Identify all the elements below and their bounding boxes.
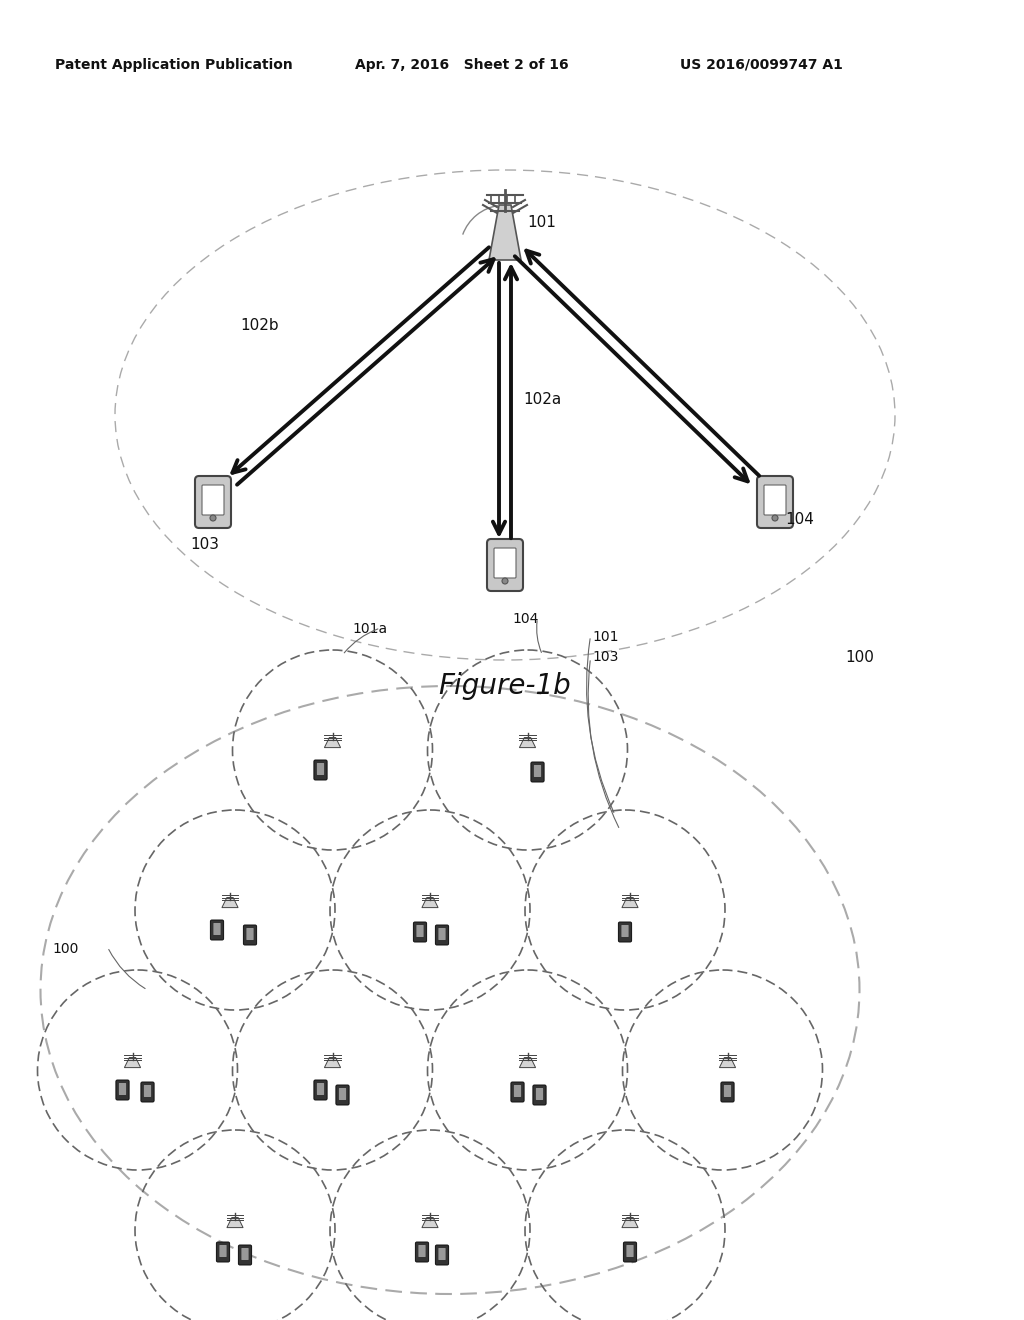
Polygon shape	[489, 205, 521, 260]
Circle shape	[772, 515, 778, 521]
FancyBboxPatch shape	[764, 484, 786, 515]
FancyBboxPatch shape	[417, 925, 424, 937]
FancyBboxPatch shape	[314, 1080, 327, 1100]
FancyBboxPatch shape	[316, 1082, 325, 1096]
FancyBboxPatch shape	[627, 1245, 634, 1257]
FancyBboxPatch shape	[336, 1085, 349, 1105]
Text: 104: 104	[785, 512, 814, 527]
FancyBboxPatch shape	[724, 1085, 731, 1097]
FancyBboxPatch shape	[416, 1242, 429, 1262]
Polygon shape	[124, 1057, 140, 1068]
Text: 101a: 101a	[352, 622, 388, 636]
Text: Apr. 7, 2016   Sheet 2 of 16: Apr. 7, 2016 Sheet 2 of 16	[355, 58, 568, 73]
FancyBboxPatch shape	[339, 1088, 346, 1100]
FancyBboxPatch shape	[435, 925, 449, 945]
Polygon shape	[325, 1057, 341, 1068]
FancyBboxPatch shape	[316, 763, 325, 775]
Text: 104: 104	[512, 612, 539, 626]
Polygon shape	[422, 898, 438, 908]
FancyBboxPatch shape	[534, 766, 541, 777]
Text: 102a: 102a	[523, 392, 561, 407]
Text: 102b: 102b	[240, 318, 279, 333]
FancyBboxPatch shape	[144, 1085, 152, 1097]
FancyBboxPatch shape	[195, 477, 231, 528]
FancyBboxPatch shape	[536, 1088, 543, 1100]
Polygon shape	[519, 1057, 536, 1068]
Polygon shape	[227, 1217, 243, 1228]
FancyBboxPatch shape	[487, 539, 523, 591]
Text: Patent Application Publication: Patent Application Publication	[55, 58, 293, 73]
FancyBboxPatch shape	[532, 1085, 546, 1105]
FancyBboxPatch shape	[530, 762, 544, 781]
FancyBboxPatch shape	[116, 1080, 129, 1100]
Polygon shape	[519, 738, 536, 747]
FancyBboxPatch shape	[210, 920, 223, 940]
Polygon shape	[622, 1217, 638, 1228]
Text: 103: 103	[593, 649, 618, 664]
FancyBboxPatch shape	[511, 1082, 524, 1102]
FancyBboxPatch shape	[721, 1082, 734, 1102]
FancyBboxPatch shape	[219, 1245, 226, 1257]
FancyBboxPatch shape	[239, 1245, 252, 1265]
Text: 100: 100	[845, 649, 873, 665]
Polygon shape	[222, 898, 239, 908]
FancyBboxPatch shape	[314, 760, 327, 780]
FancyBboxPatch shape	[247, 928, 254, 940]
FancyBboxPatch shape	[414, 921, 427, 942]
FancyBboxPatch shape	[141, 1082, 154, 1102]
Polygon shape	[720, 1057, 735, 1068]
Polygon shape	[325, 738, 341, 747]
FancyBboxPatch shape	[242, 1247, 249, 1261]
Polygon shape	[422, 1217, 438, 1228]
Circle shape	[210, 515, 216, 521]
Text: 103: 103	[190, 537, 219, 552]
FancyBboxPatch shape	[624, 1242, 637, 1262]
Text: 100: 100	[52, 942, 79, 956]
FancyBboxPatch shape	[494, 548, 516, 578]
Text: US 2016/0099747 A1: US 2016/0099747 A1	[680, 58, 843, 73]
FancyBboxPatch shape	[213, 923, 220, 935]
FancyBboxPatch shape	[514, 1085, 521, 1097]
FancyBboxPatch shape	[216, 1242, 229, 1262]
FancyBboxPatch shape	[119, 1082, 126, 1096]
FancyBboxPatch shape	[202, 484, 224, 515]
FancyBboxPatch shape	[244, 925, 257, 945]
Polygon shape	[622, 898, 638, 908]
Text: Figure-1b: Figure-1b	[438, 672, 571, 700]
FancyBboxPatch shape	[438, 928, 445, 940]
FancyBboxPatch shape	[419, 1245, 426, 1257]
Text: 101: 101	[527, 215, 556, 230]
FancyBboxPatch shape	[618, 921, 632, 942]
Circle shape	[502, 578, 508, 583]
FancyBboxPatch shape	[438, 1247, 445, 1261]
FancyBboxPatch shape	[435, 1245, 449, 1265]
Text: 101: 101	[593, 630, 618, 644]
FancyBboxPatch shape	[757, 477, 793, 528]
FancyBboxPatch shape	[622, 925, 629, 937]
